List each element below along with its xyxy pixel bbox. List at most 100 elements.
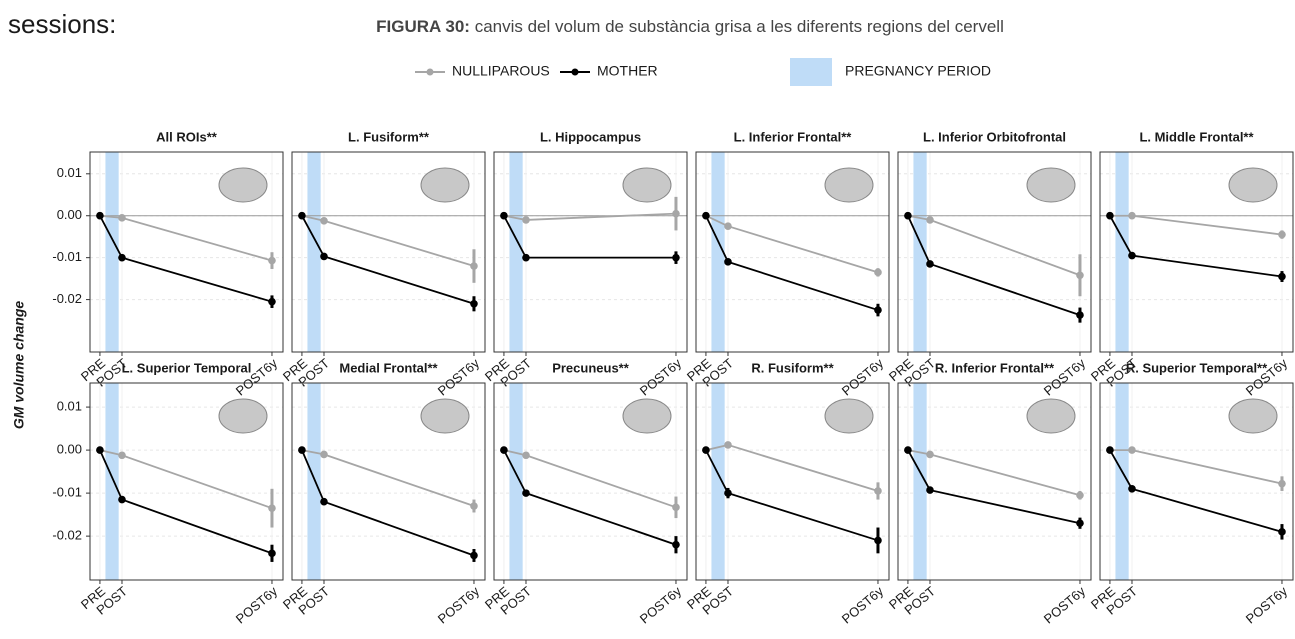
series-line xyxy=(908,450,1080,523)
point xyxy=(874,537,882,545)
panel-title: R. Superior Temporal** xyxy=(1126,360,1268,375)
point xyxy=(1076,519,1084,527)
point xyxy=(724,441,732,449)
x-tick-label: POST6y xyxy=(839,583,887,626)
point xyxy=(724,222,732,230)
brain-thumbnail xyxy=(623,168,671,202)
point xyxy=(320,498,328,506)
series-line xyxy=(706,445,878,491)
heading: sessions: xyxy=(8,9,116,39)
series-line xyxy=(504,216,676,258)
series-line xyxy=(302,450,474,506)
point xyxy=(470,300,478,308)
point xyxy=(500,212,508,220)
point xyxy=(118,451,126,459)
point xyxy=(522,451,530,459)
panel-title: L. Inferior Orbitofrontal xyxy=(923,129,1066,144)
panel-title: L. Fusiform** xyxy=(348,129,430,144)
panel-title: L. Inferior Frontal** xyxy=(734,129,853,144)
legend-dot xyxy=(572,69,579,76)
y-tick-label: 0.01 xyxy=(57,165,82,180)
legend-label: PREGNANCY PERIOD xyxy=(845,63,991,79)
point xyxy=(874,306,882,314)
point xyxy=(522,489,530,497)
point xyxy=(470,552,478,560)
point xyxy=(672,541,680,549)
x-tick-label: POST6y xyxy=(839,355,887,398)
series-line xyxy=(100,450,272,553)
point xyxy=(96,212,104,220)
x-tick-label: POST6y xyxy=(1243,583,1291,626)
point xyxy=(522,216,530,224)
point xyxy=(96,446,104,454)
y-tick-label: -0.01 xyxy=(52,485,82,500)
point xyxy=(1076,491,1084,499)
point xyxy=(926,260,934,268)
series-line xyxy=(504,214,676,220)
brain-thumbnail xyxy=(825,399,873,433)
y-tick-label: -0.02 xyxy=(52,291,82,306)
x-tick-label: POST6y xyxy=(637,355,685,398)
series-line xyxy=(100,216,272,261)
point xyxy=(1128,485,1136,493)
brain-thumbnail xyxy=(1027,399,1075,433)
figure: sessions: FIGURA 30: canvis del volum de… xyxy=(0,0,1295,639)
caption: FIGURA 30: canvis del volum de substànci… xyxy=(376,17,1004,36)
point xyxy=(268,550,276,558)
point xyxy=(672,254,680,262)
x-tick-label: POST6y xyxy=(637,583,685,626)
point xyxy=(470,262,478,270)
brain-thumbnail xyxy=(623,399,671,433)
point xyxy=(500,446,508,454)
point xyxy=(702,446,710,454)
point xyxy=(1128,446,1136,454)
y-tick-label: -0.01 xyxy=(52,249,82,264)
pregnancy-band xyxy=(1115,383,1128,580)
brain-thumbnail xyxy=(1229,399,1277,433)
series-line xyxy=(1110,216,1282,235)
point xyxy=(1076,311,1084,319)
point xyxy=(1106,446,1114,454)
legend-band xyxy=(790,58,832,86)
panel-title: L. Hippocampus xyxy=(540,129,641,144)
series-line xyxy=(100,216,272,302)
point xyxy=(672,504,680,512)
point xyxy=(1106,212,1114,220)
brain-thumbnail xyxy=(1027,168,1075,202)
point xyxy=(522,254,530,262)
brain-thumbnail xyxy=(1229,168,1277,202)
panel-title: Precuneus** xyxy=(552,360,630,375)
point xyxy=(118,496,126,504)
pregnancy-band xyxy=(105,152,118,352)
page: sessions: FIGURA 30: canvis del volum de… xyxy=(0,0,1295,639)
point xyxy=(298,212,306,220)
series-line xyxy=(302,450,474,555)
pregnancy-band xyxy=(509,152,522,352)
point xyxy=(724,258,732,266)
point xyxy=(320,253,328,261)
point xyxy=(874,269,882,277)
point xyxy=(874,487,882,495)
panel-title: R. Inferior Frontal** xyxy=(935,360,1055,375)
point xyxy=(320,451,328,459)
brain-thumbnail xyxy=(421,168,469,202)
point xyxy=(1278,231,1286,239)
x-tick-label: POST6y xyxy=(435,355,483,398)
point xyxy=(320,217,328,225)
point xyxy=(298,446,306,454)
point xyxy=(1128,252,1136,260)
point xyxy=(904,212,912,220)
point xyxy=(926,216,934,224)
point xyxy=(268,504,276,512)
panel-title: R. Fusiform** xyxy=(751,360,834,375)
x-tick-label: POST6y xyxy=(435,583,483,626)
y-axis-label: GM volume change xyxy=(11,301,27,430)
brain-thumbnail xyxy=(219,168,267,202)
brain-thumbnail xyxy=(421,399,469,433)
point xyxy=(470,502,478,510)
point xyxy=(926,486,934,494)
point xyxy=(118,254,126,262)
point xyxy=(268,257,276,265)
legend-label: NULLIPAROUS xyxy=(452,63,550,79)
series-line xyxy=(504,450,676,507)
